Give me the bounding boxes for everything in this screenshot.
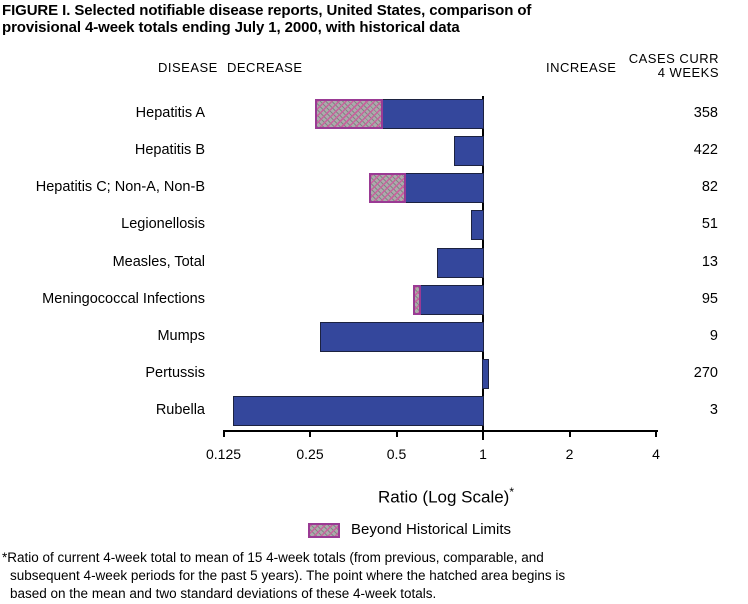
bar-meningococcal-infections	[412, 285, 484, 315]
figure-title-line1: FIGURE I. Selected notifiable disease re…	[2, 2, 532, 19]
x-tick-label-1: 1	[479, 446, 487, 462]
bar-mumps	[319, 322, 484, 352]
column-header-increase: INCREASE	[546, 60, 617, 75]
x-tick-0.5	[395, 430, 398, 437]
legend-label: Beyond Historical Limits	[351, 521, 512, 538]
disease-label-rubella: Rubella	[155, 402, 205, 418]
column-header-decrease: DECREASE	[227, 60, 303, 75]
x-tick-label-0.5: 0.5	[386, 446, 407, 462]
x-axis-title: Ratio (Log Scale)*	[378, 485, 514, 508]
footnote-line3: based on the mean and two standard devia…	[10, 586, 437, 601]
x-tick-4	[655, 430, 657, 437]
beyond-limits-hatch-hepatitis-c-non-a-non-b	[368, 173, 407, 203]
cases-value-rubella: 3	[709, 402, 718, 418]
bar-hepatitis-b	[453, 136, 484, 166]
bar-legionellosis	[471, 210, 484, 240]
cases-value-hepatitis-a: 358	[693, 105, 718, 121]
x-axis-line	[223, 430, 658, 432]
bar-pertussis	[482, 359, 489, 389]
disease-label-hepatitis-b: Hepatitis B	[134, 142, 205, 158]
cases-value-hepatitis-b: 422	[693, 142, 718, 158]
x-tick-label-4: 4	[652, 446, 660, 462]
figure-title-line2: provisional 4-week totals ending July 1,…	[2, 18, 460, 36]
x-tick-0.25	[309, 430, 311, 437]
disease-label-pertussis: Pertussis	[145, 365, 205, 381]
x-tick-label-0.125: 0.125	[205, 446, 242, 462]
x-tick-1	[482, 430, 484, 437]
x-axis-title-asterisk: *	[509, 485, 515, 499]
disease-label-meningococcal-infections: Meningococcal Infections	[42, 291, 205, 307]
figure-title: FIGURE I. Selected notifiable disease re…	[2, 2, 742, 36]
column-header-cases-line2: 4 WEEKS	[657, 64, 719, 80]
footnote-line2: subsequent 4-week periods for the past 5…	[10, 568, 566, 583]
cases-value-mumps: 9	[709, 328, 718, 344]
disease-label-hepatitis-c-non-a-non-b: Hepatitis C; Non-A, Non-B	[35, 179, 205, 195]
disease-label-mumps: Mumps	[157, 328, 205, 344]
x-tick-0.125	[222, 430, 225, 437]
disease-label-measles-total: Measles, Total	[112, 254, 205, 270]
cases-value-legionellosis: 51	[701, 216, 718, 232]
x-tick-label-2: 2	[565, 446, 574, 462]
column-header-disease: DISEASE	[158, 60, 218, 75]
cases-value-hepatitis-c-non-a-non-b: 82	[701, 179, 718, 195]
disease-label-legionellosis: Legionellosis	[121, 216, 205, 232]
column-header-cases: CASES CURR 4 WEEKS	[629, 52, 719, 79]
legend-hatch-swatch	[308, 523, 340, 538]
footnote-line1: *Ratio of current 4-week total to mean o…	[2, 550, 544, 565]
beyond-limits-hatch-meningococcal-infections	[412, 285, 422, 315]
x-tick-2	[568, 430, 571, 437]
cases-value-pertussis: 270	[693, 365, 718, 381]
x-axis-title-text: Ratio (Log Scale)	[377, 487, 510, 507]
disease-label-hepatitis-a: Hepatitis A	[135, 105, 205, 121]
cases-value-meningococcal-infections: 95	[701, 291, 718, 307]
beyond-limits-hatch-hepatitis-a	[314, 99, 384, 129]
bar-rubella	[233, 396, 484, 426]
column-header-cases-line1: CASES CURR	[628, 51, 719, 66]
cases-value-measles-total: 13	[701, 254, 718, 270]
x-tick-label-0.25: 0.25	[296, 446, 324, 462]
bar-measles-total	[436, 248, 484, 278]
